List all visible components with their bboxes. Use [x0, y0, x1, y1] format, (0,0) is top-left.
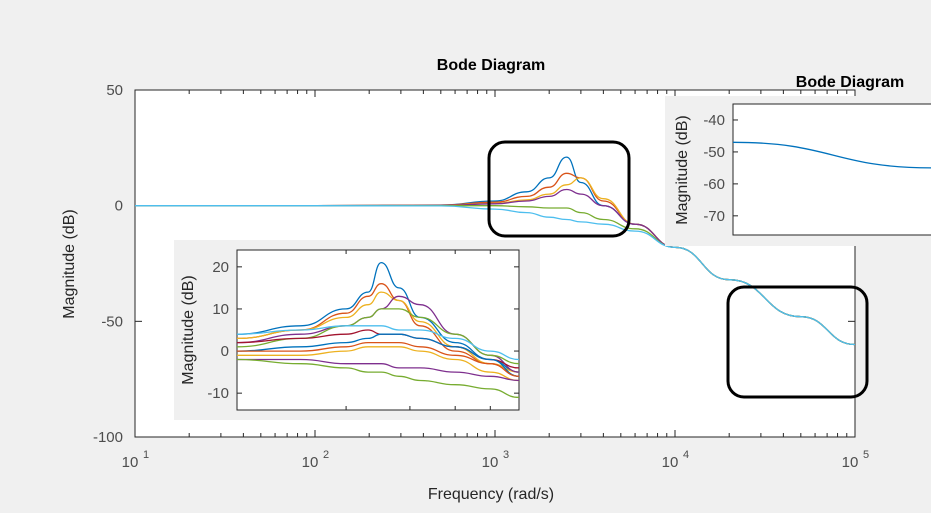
inset-low-plot-area — [236, 249, 520, 411]
main-y-tick-label: -50 — [101, 313, 123, 330]
main-series-line-6 — [135, 205, 855, 346]
inset-low-axes: Magnitude (dB) 20 10 0 -10 — [174, 240, 540, 420]
main-y-tick-label: 50 — [106, 82, 123, 99]
main-x-tick-label-exponent: 1 — [143, 449, 149, 461]
inset-low-series-line-9 — [237, 341, 519, 377]
inset-high-axes: Bode Diagram Magnitude (dB) -40 -50 -60 -70 — [665, 74, 931, 246]
inset-low-series-line-12 — [237, 358, 519, 399]
inset-low-y-tick-label: 10 — [212, 301, 229, 318]
inset-low-series-line-1 — [237, 261, 519, 373]
main-x-tick-label-base: 10 — [842, 454, 859, 471]
inset-low-y-tick-label: 0 — [221, 343, 229, 360]
inset-low-y-axis-label: Magnitude (dB) — [180, 275, 197, 384]
inset-high-title: Bode Diagram — [796, 74, 904, 91]
inset-high-y-axis-label: Magnitude (dB) — [674, 115, 691, 224]
main-x-tick-label-exponent: 3 — [503, 449, 509, 461]
main-x-tick-label-base: 10 — [302, 454, 319, 471]
inset-low-series-line-11 — [237, 358, 519, 382]
inset-low-series-line-10 — [237, 346, 519, 382]
main-series — [135, 156, 855, 346]
inset-high-y-ticks: -40 -50 -60 -70 — [703, 112, 738, 225]
inset-low-y-ticks: 20 10 0 -10 — [207, 250, 520, 410]
main-x-tick-label-base: 10 — [482, 454, 499, 471]
inset-low-series-line-6 — [237, 325, 519, 361]
inset-high-series-line-1 — [733, 141, 931, 169]
main-y-axis-label: Magnitude (dB) — [61, 209, 78, 318]
main-title: Bode Diagram — [437, 57, 545, 74]
inset-low-series-line-3 — [237, 291, 519, 373]
main-x-axis-label: Frequency (rad/s) — [428, 486, 554, 503]
main-y-tick-label: 0 — [115, 198, 123, 215]
inset-low-y-tick-label: -10 — [207, 385, 229, 402]
inset-low-series-line-8 — [237, 333, 519, 377]
highlight-box-resonance — [487, 140, 631, 238]
inset-low-y-tick-label: 20 — [212, 259, 229, 276]
inset-high-y-tick-label: -60 — [703, 176, 725, 193]
main-x-tick-label-exponent: 2 — [323, 449, 329, 461]
highlight-box-rolloff — [726, 285, 869, 399]
inset-high-y-tick-label: -50 — [703, 144, 725, 161]
inset-high-y-tick-label: -40 — [703, 112, 725, 129]
inset-high-y-tick-label: -70 — [703, 208, 725, 225]
inset-high-series — [733, 141, 931, 169]
inset-low-series-line-2 — [237, 283, 519, 377]
main-y-tick-label: -100 — [93, 429, 123, 446]
inset-high-plot-area — [732, 103, 931, 236]
main-x-tick-label-base: 10 — [662, 454, 679, 471]
inset-low-series — [237, 261, 519, 399]
main-x-tick-label-exponent: 4 — [683, 449, 689, 461]
main-x-tick-label-base: 10 — [122, 454, 139, 471]
main-x-tick-label-exponent: 5 — [863, 449, 869, 461]
main-x-ticks: 10 1 10 2 10 3 10 4 10 5 — [122, 90, 869, 471]
